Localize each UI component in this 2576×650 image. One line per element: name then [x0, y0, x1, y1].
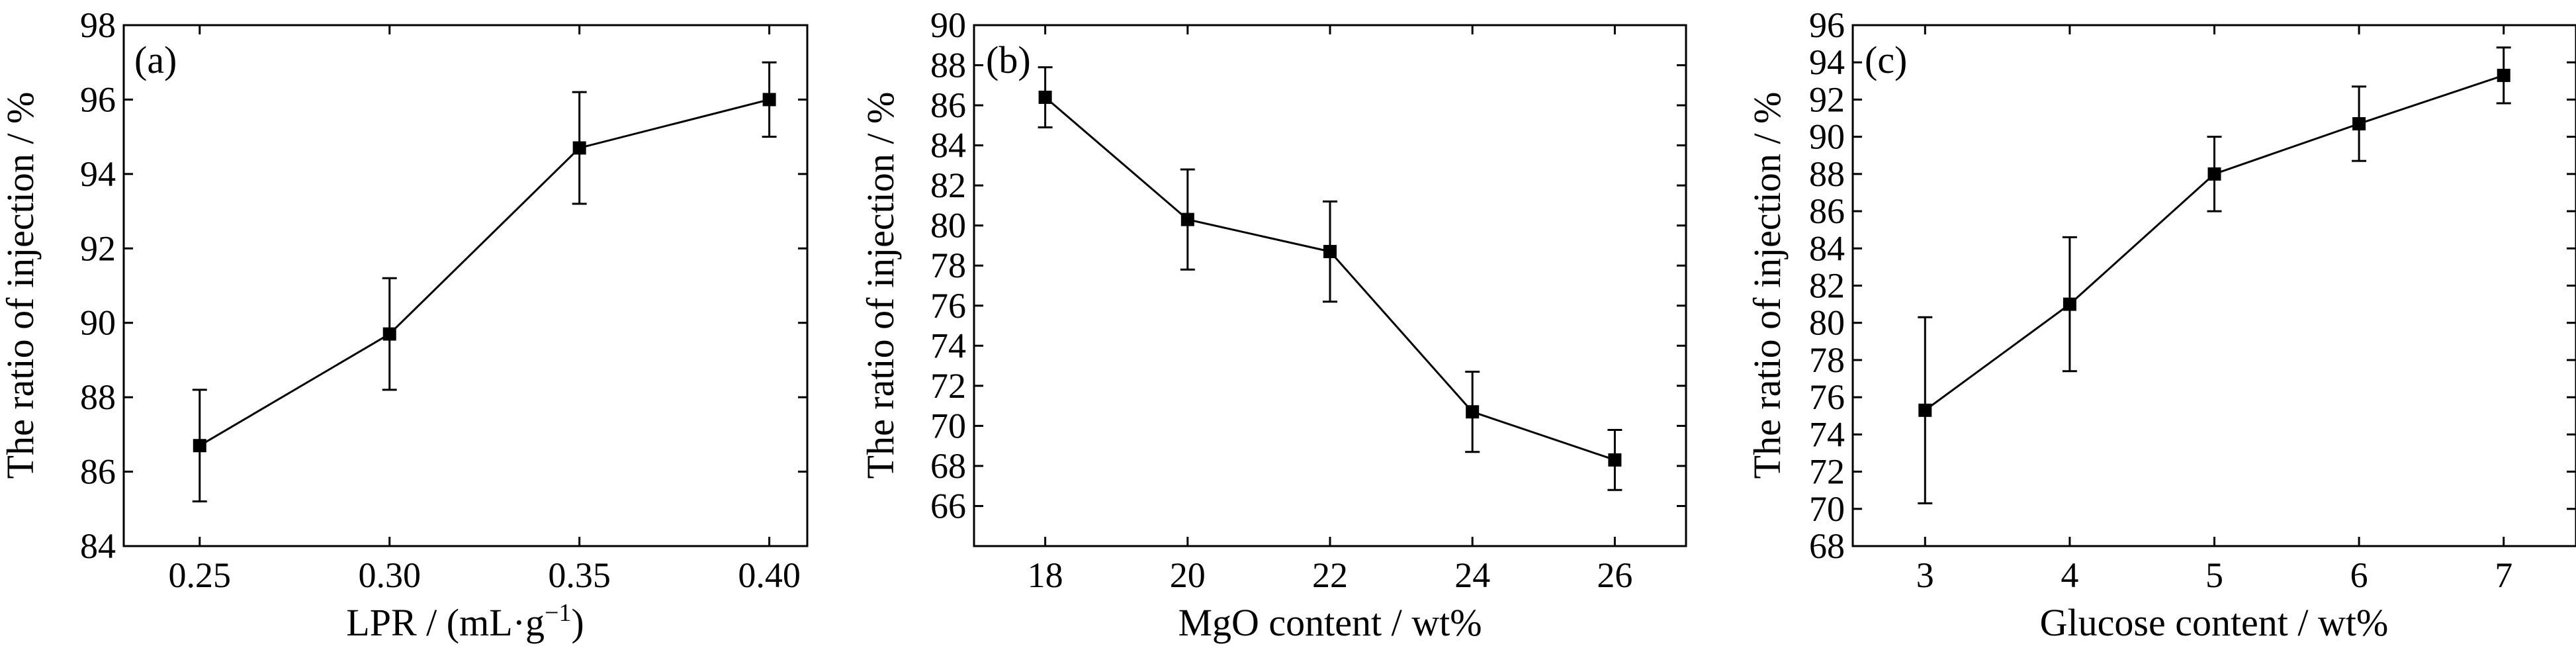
- axis-ticks: [1853, 24, 2576, 547]
- y-axis-label: The ratio of injection / %: [1746, 92, 1789, 479]
- y-tick-label: 86: [930, 85, 966, 125]
- y-tick-label: 88: [80, 377, 116, 417]
- data-point: [762, 93, 776, 107]
- axis-ticks: [974, 24, 1686, 546]
- y-tick-label: 90: [80, 303, 116, 343]
- y-tick-label: 98: [80, 5, 116, 45]
- error-bars: [1038, 66, 1622, 491]
- x-tick-label: 0.40: [738, 555, 801, 595]
- x-tick-label: 22: [1312, 555, 1348, 595]
- y-tick-label: 82: [930, 165, 966, 205]
- data-point: [1180, 212, 1194, 226]
- data-markers: [1918, 68, 2510, 417]
- panel-a: 84 86 88 90 92 94 96 98 0.25 0.30 0.35 0.40 (a) LP…: [0, 5, 809, 644]
- y-tick-label: 92: [80, 228, 116, 268]
- x-axis-label-part: ): [571, 601, 584, 644]
- data-point: [1608, 453, 1622, 467]
- x-axis-label: MgO content / wt%: [1178, 601, 1482, 644]
- x-axis-label-part: −1: [545, 599, 571, 627]
- plot-frame: [122, 24, 809, 547]
- y-tick-label: 78: [930, 246, 966, 285]
- x-axis-label: Glucose content / wt%: [2040, 601, 2389, 644]
- axis-ticks: [124, 24, 807, 547]
- x-axis-label: LPR / (mL·g−1): [346, 599, 584, 644]
- data-point: [1323, 245, 1337, 259]
- y-tick-label: 74: [1809, 414, 1845, 454]
- x-tick-labels: 0.25 0.30 0.35 0.40: [169, 555, 801, 595]
- x-tick-label: 26: [1597, 555, 1632, 595]
- y-tick-label: 80: [1809, 303, 1845, 343]
- data-point: [1918, 403, 1932, 417]
- y-tick-label: 68: [930, 446, 966, 486]
- panel-label: (a): [134, 38, 177, 81]
- x-tick-label: 20: [1170, 555, 1206, 595]
- y-tick-label: 90: [930, 5, 966, 45]
- x-tick-labels: 3 4 5 6 7: [1916, 555, 2512, 595]
- error-bars: [192, 61, 777, 503]
- y-tick-label: 86: [1809, 191, 1845, 231]
- data-point: [2352, 116, 2366, 130]
- data-markers: [193, 93, 776, 453]
- y-tick-label: 66: [930, 486, 966, 526]
- x-tick-label: 7: [2495, 555, 2512, 595]
- y-tick-label: 70: [1809, 489, 1845, 529]
- x-axis-label-part: LPR / (mL·g: [346, 601, 545, 644]
- y-tick-label: 90: [1809, 117, 1845, 157]
- x-tick-label: 3: [1916, 555, 1934, 595]
- data-point: [572, 141, 586, 155]
- y-tick-label: 84: [1809, 228, 1845, 268]
- y-tick-label: 70: [930, 406, 966, 445]
- plot-frame: [1851, 24, 2576, 547]
- y-tick-label: 88: [930, 46, 966, 85]
- y-tick-label: 74: [930, 326, 966, 365]
- data-markers: [1038, 90, 1622, 467]
- y-axis-label: The ratio of injection / %: [859, 92, 902, 479]
- y-tick-label: 72: [930, 366, 966, 406]
- y-tick-labels: 84 86 88 90 92 94 96 98: [80, 5, 116, 566]
- panel-label: (c): [1865, 38, 1907, 81]
- y-tick-label: 82: [1809, 266, 1845, 306]
- y-tick-label: 96: [1809, 5, 1845, 45]
- data-point: [1466, 405, 1480, 419]
- x-tick-label: 18: [1028, 555, 1063, 595]
- x-tick-label: 5: [2205, 555, 2223, 595]
- y-tick-label: 92: [1809, 79, 1845, 119]
- data-point: [1038, 90, 1052, 104]
- y-tick-label: 94: [1809, 42, 1845, 82]
- y-tick-label: 96: [80, 79, 116, 119]
- data-point: [2063, 297, 2076, 311]
- y-tick-label: 84: [80, 526, 116, 566]
- data-point: [382, 327, 396, 341]
- x-tick-label: 6: [2350, 555, 2368, 595]
- x-tick-label: 24: [1454, 555, 1490, 595]
- y-tick-label: 94: [80, 154, 116, 194]
- x-tick-label: 0.30: [358, 555, 421, 595]
- x-tick-labels: 18 20 22 24 26: [1028, 555, 1633, 595]
- panel-label: (b): [986, 38, 1031, 81]
- series-line: [1924, 74, 2505, 412]
- y-tick-label: 72: [1809, 452, 1845, 492]
- y-tick-label: 84: [930, 126, 966, 165]
- y-tick-label: 76: [1809, 377, 1845, 417]
- data-point: [2497, 68, 2510, 82]
- y-tick-label: 68: [1809, 526, 1845, 566]
- data-point: [193, 439, 206, 453]
- y-tick-label: 78: [1809, 340, 1845, 380]
- series-line: [199, 98, 770, 447]
- x-tick-label: 0.35: [548, 555, 611, 595]
- x-tick-label: 0.25: [169, 555, 232, 595]
- y-tick-label: 88: [1809, 154, 1845, 194]
- x-tick-label: 4: [2061, 555, 2078, 595]
- y-axis-label: The ratio of injection / %: [0, 92, 42, 479]
- data-point: [2207, 167, 2221, 181]
- error-bars: [1918, 46, 2511, 504]
- y-tick-label: 80: [930, 206, 966, 246]
- y-tick-label: 86: [80, 452, 116, 492]
- y-tick-label: 76: [930, 286, 966, 326]
